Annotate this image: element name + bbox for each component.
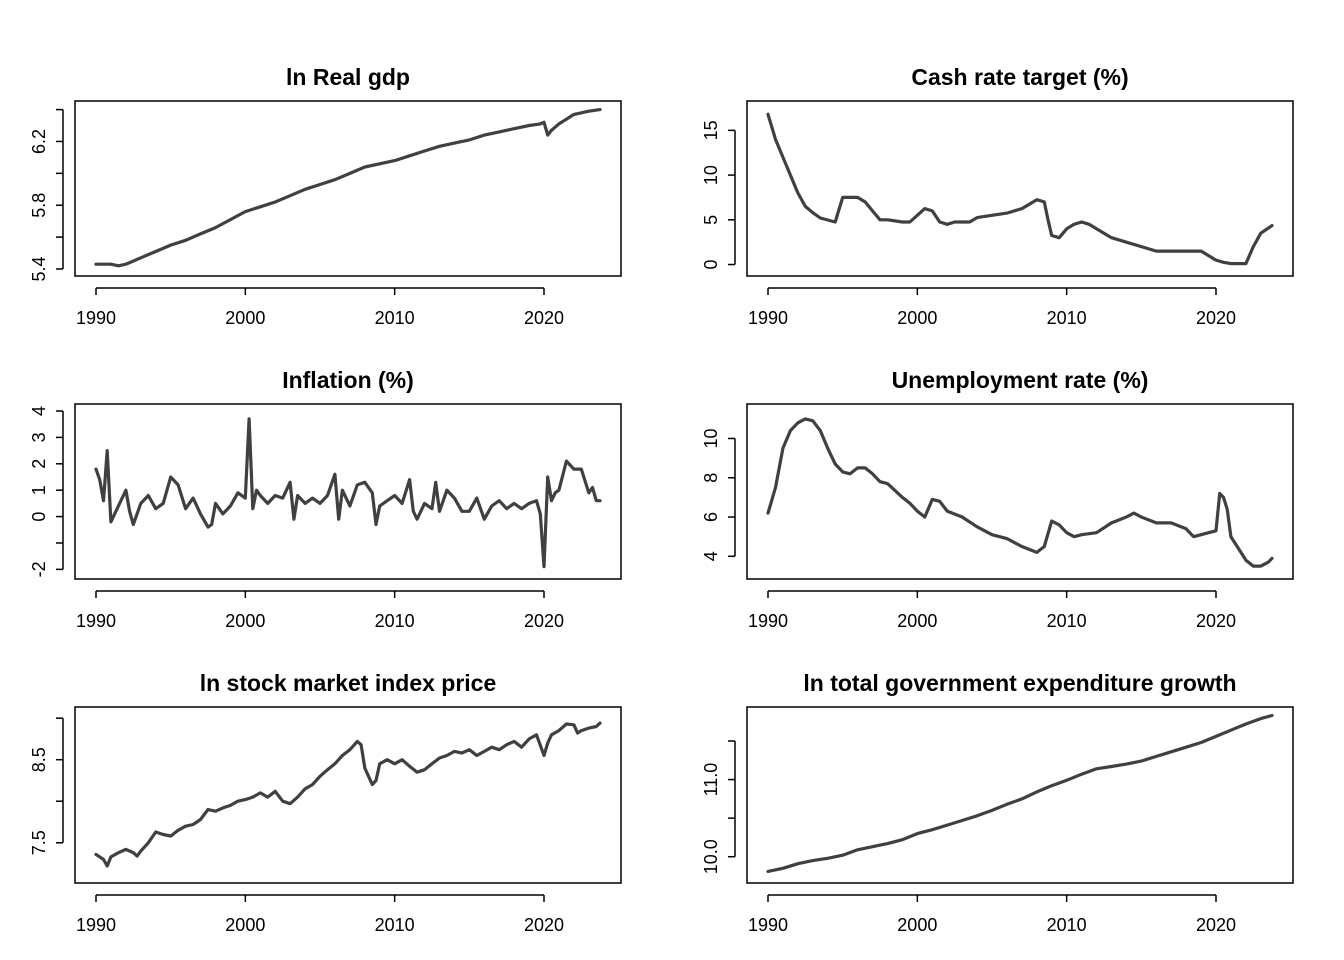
y-axis: 4 6 8 10 — [701, 428, 736, 561]
y-tick-label: 8 — [701, 473, 721, 483]
x-tick-label: 2010 — [375, 611, 415, 631]
x-tick-label: 2020 — [1196, 611, 1236, 631]
y-tick-label: 8.5 — [29, 747, 49, 772]
y-tick-label: 7.5 — [29, 830, 49, 855]
y-tick-label: 15 — [701, 120, 721, 140]
x-tick-label: 1990 — [76, 611, 116, 631]
x-tick-label: 1990 — [748, 611, 788, 631]
y-tick-label: 11.0 — [701, 763, 721, 797]
x-tick-label: 1990 — [748, 915, 788, 935]
plot-frame — [746, 403, 1294, 580]
x-tick-label: 2010 — [1047, 611, 1087, 631]
plot-frame — [74, 706, 622, 884]
chart-title: ln total government expenditure growth — [803, 670, 1236, 696]
chart-panel-5: ln stock market index price 1990 2000 2010 2… — [29, 670, 622, 935]
x-tick-label: 1990 — [748, 308, 788, 328]
chart-title: ln Real gdp — [286, 64, 410, 90]
series-line — [766, 713, 1274, 874]
y-tick-label: 5 — [701, 215, 721, 225]
x-tick-label: 2000 — [225, 611, 265, 631]
x-axis: 1990 2000 2010 2020 — [748, 590, 1236, 631]
y-axis: 0 5 10 15 — [701, 120, 736, 270]
x-tick-label: 2000 — [225, 308, 265, 328]
y-axis: 10.0 11.0 — [701, 740, 736, 874]
x-axis: 1990 2000 2010 2020 — [748, 287, 1236, 328]
plot-frame — [746, 706, 1294, 884]
series-line — [94, 721, 602, 868]
x-tick-label: 2020 — [524, 611, 564, 631]
y-tick-label: -2 — [29, 561, 49, 577]
y-tick-label: 10 — [701, 165, 721, 185]
series-line — [94, 107, 602, 268]
plot-frame — [74, 100, 622, 277]
y-tick-label: 4 — [29, 406, 49, 416]
y-tick-label: 10.0 — [701, 839, 721, 874]
plot-frame — [74, 403, 622, 580]
series-line — [94, 417, 602, 569]
x-tick-label: 2010 — [1047, 915, 1087, 935]
y-tick-label: 4 — [701, 551, 721, 561]
series-line — [766, 112, 1274, 266]
x-tick-label: 2000 — [897, 611, 937, 631]
x-axis: 1990 2000 2010 2020 — [748, 894, 1236, 935]
x-tick-label: 2020 — [1196, 915, 1236, 935]
chart-panel-4: Unemployment rate (%) 1990 2000 2010 2020 4 6 8… — [701, 367, 1294, 631]
chart-panel-1: ln Real gdp 1990 2000 2010 2020 5.4 5.8 6.2 — [29, 64, 622, 328]
y-tick-label: 6.2 — [29, 129, 49, 154]
x-tick-label: 2010 — [1047, 308, 1087, 328]
x-tick-label: 2020 — [524, 915, 564, 935]
y-tick-label: 10 — [701, 428, 721, 448]
y-tick-label: 3 — [29, 432, 49, 442]
x-tick-label: 1990 — [76, 915, 116, 935]
x-axis: 1990 2000 2010 2020 — [76, 894, 564, 935]
y-tick-label: 6 — [701, 512, 721, 522]
y-tick-label: 5.4 — [29, 256, 49, 281]
x-tick-label: 2000 — [225, 915, 265, 935]
x-tick-label: 1990 — [76, 308, 116, 328]
x-tick-label: 2020 — [524, 308, 564, 328]
series-line — [766, 417, 1274, 568]
y-tick-label: 5.8 — [29, 193, 49, 218]
chart-title: Cash rate target (%) — [911, 64, 1128, 90]
y-tick-label: 2 — [29, 459, 49, 469]
y-tick-label: 0 — [29, 512, 49, 522]
chart-panel-3: Inflation (%) 1990 2000 2010 2020 -2 0 1 2 3 4 — [29, 367, 622, 631]
y-axis: -2 0 1 2 3 4 — [29, 406, 64, 577]
x-axis: 1990 2000 2010 2020 — [76, 590, 564, 631]
x-tick-label: 2000 — [897, 308, 937, 328]
chart-title: Unemployment rate (%) — [892, 367, 1149, 393]
chart-panel-6: ln total government expenditure growth 19… — [701, 670, 1294, 935]
chart-title: ln stock market index price — [200, 670, 497, 696]
x-tick-label: 2010 — [375, 308, 415, 328]
x-tick-label: 2020 — [1196, 308, 1236, 328]
chart-panel-2: Cash rate target (%) 1990 2000 2010 2020 0 5 10… — [701, 64, 1294, 328]
x-tick-label: 2010 — [375, 915, 415, 935]
y-axis: 5.4 5.8 6.2 — [29, 108, 64, 282]
chart-title: Inflation (%) — [282, 367, 414, 393]
x-tick-label: 2000 — [897, 915, 937, 935]
x-axis: 1990 2000 2010 2020 — [76, 287, 564, 328]
y-tick-label: 1 — [29, 485, 49, 495]
plot-frame — [746, 100, 1294, 277]
y-tick-label: 0 — [701, 260, 721, 270]
y-axis: 7.5 8.5 — [29, 717, 64, 855]
